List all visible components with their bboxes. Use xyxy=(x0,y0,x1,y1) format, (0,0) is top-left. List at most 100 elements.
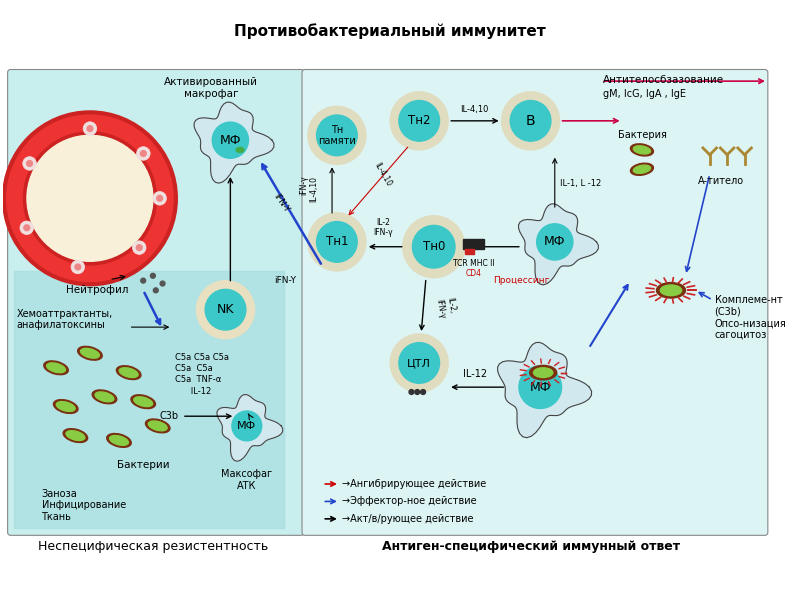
Ellipse shape xyxy=(106,434,131,448)
Circle shape xyxy=(205,289,246,330)
Polygon shape xyxy=(217,395,282,461)
Text: МФ: МФ xyxy=(530,380,551,394)
Text: C3b: C3b xyxy=(160,411,178,421)
Text: МФ: МФ xyxy=(220,134,241,147)
Circle shape xyxy=(415,389,420,394)
Bar xyxy=(462,239,484,248)
Circle shape xyxy=(141,278,146,283)
FancyBboxPatch shape xyxy=(302,70,768,535)
Text: IL-4,10: IL-4,10 xyxy=(460,105,489,114)
Circle shape xyxy=(26,161,33,166)
Circle shape xyxy=(399,101,439,141)
Text: Тн
памяти: Тн памяти xyxy=(318,125,356,146)
Text: TCR MHC II: TCR MHC II xyxy=(453,259,494,268)
Text: Противобактериальный иммунитет: Противобактериальный иммунитет xyxy=(234,23,546,38)
Circle shape xyxy=(308,106,366,164)
Ellipse shape xyxy=(54,400,78,413)
Circle shape xyxy=(157,196,162,201)
Ellipse shape xyxy=(110,436,129,445)
Text: CD4: CD4 xyxy=(466,269,482,278)
FancyBboxPatch shape xyxy=(8,70,304,535)
Ellipse shape xyxy=(95,392,114,402)
Ellipse shape xyxy=(634,146,650,154)
Circle shape xyxy=(71,260,85,274)
Ellipse shape xyxy=(657,283,686,298)
Ellipse shape xyxy=(63,428,88,442)
Circle shape xyxy=(136,245,142,251)
Text: iFN-γ
IL-4,10: iFN-γ IL-4,10 xyxy=(299,176,318,202)
Text: Активированный
макрофаг: Активированный макрофаг xyxy=(164,77,258,99)
Ellipse shape xyxy=(117,366,141,380)
Ellipse shape xyxy=(134,397,153,407)
Ellipse shape xyxy=(660,285,682,296)
Circle shape xyxy=(232,411,262,441)
Circle shape xyxy=(421,389,426,394)
Circle shape xyxy=(153,191,166,205)
Circle shape xyxy=(22,157,36,170)
Ellipse shape xyxy=(630,144,654,156)
Text: В: В xyxy=(526,114,535,128)
Circle shape xyxy=(413,226,455,268)
Ellipse shape xyxy=(131,395,155,409)
Circle shape xyxy=(137,147,150,160)
Circle shape xyxy=(399,343,439,383)
Text: МФ: МФ xyxy=(544,235,566,248)
Circle shape xyxy=(390,92,448,150)
Ellipse shape xyxy=(634,165,650,173)
Circle shape xyxy=(502,92,560,150)
Text: →Ангибрирующее действие: →Ангибрирующее действие xyxy=(342,479,486,489)
Text: NK: NK xyxy=(217,303,234,316)
Circle shape xyxy=(24,225,30,230)
Bar xyxy=(465,248,474,254)
Text: IL-2,
IFN-γ: IL-2, IFN-γ xyxy=(434,296,458,319)
Circle shape xyxy=(212,122,249,158)
Circle shape xyxy=(150,274,155,278)
Text: →Акт/в/рующее действие: →Акт/в/рующее действие xyxy=(342,514,474,524)
Circle shape xyxy=(160,281,165,286)
Text: IL-4,10: IL-4,10 xyxy=(373,161,394,188)
Ellipse shape xyxy=(44,361,68,374)
Text: Комплеме-нт
(С3b)
Опсо-низация
сагоцитоз: Комплеме-нт (С3b) Опсо-низация сагоцитоз xyxy=(714,295,786,340)
Text: IL-12: IL-12 xyxy=(463,370,487,379)
Circle shape xyxy=(133,241,146,254)
Circle shape xyxy=(14,123,166,274)
Circle shape xyxy=(87,125,93,131)
Text: iFN-Y: iFN-Y xyxy=(272,192,291,214)
Circle shape xyxy=(537,224,573,260)
Circle shape xyxy=(390,334,448,392)
Ellipse shape xyxy=(46,363,66,373)
Ellipse shape xyxy=(56,401,75,412)
Circle shape xyxy=(308,213,366,271)
Circle shape xyxy=(317,115,358,156)
Circle shape xyxy=(510,101,551,141)
Circle shape xyxy=(409,389,414,394)
Circle shape xyxy=(402,216,465,278)
Ellipse shape xyxy=(148,421,167,431)
Polygon shape xyxy=(518,204,598,285)
Text: Бактерия: Бактерия xyxy=(618,130,666,140)
Text: Хемоаттрактанты,
анафилатоксины: Хемоаттрактанты, анафилатоксины xyxy=(16,308,113,330)
Text: →Эффектор-ное действие: →Эффектор-ное действие xyxy=(342,496,476,506)
Circle shape xyxy=(317,221,358,262)
Ellipse shape xyxy=(92,390,117,404)
Text: Бактерии: Бактерии xyxy=(117,460,170,470)
Text: Тн2: Тн2 xyxy=(408,115,430,127)
Circle shape xyxy=(27,136,153,261)
Ellipse shape xyxy=(146,419,170,433)
Text: Антиген-специфический иммунный ответ: Антиген-специфический иммунный ответ xyxy=(382,541,680,553)
Text: МФ: МФ xyxy=(238,421,256,431)
Ellipse shape xyxy=(78,346,102,360)
Text: Неспецифическая резистентность: Неспецифическая резистентность xyxy=(38,541,268,553)
Ellipse shape xyxy=(236,148,244,152)
Ellipse shape xyxy=(81,349,99,358)
Text: Максофаг
АТК: Максофаг АТК xyxy=(222,469,272,491)
Circle shape xyxy=(197,281,254,339)
Text: Нейтрофил: Нейтрофил xyxy=(66,286,129,295)
Circle shape xyxy=(75,264,81,270)
Text: gM, IcG, IgA , IgE: gM, IcG, IgA , IgE xyxy=(603,89,686,99)
Ellipse shape xyxy=(66,431,85,440)
Text: Процессинг: Процессинг xyxy=(493,276,549,285)
Text: Заноза
Инфицирование
Ткань: Заноза Инфицирование Ткань xyxy=(42,489,126,522)
Circle shape xyxy=(519,366,562,409)
Ellipse shape xyxy=(534,368,553,377)
